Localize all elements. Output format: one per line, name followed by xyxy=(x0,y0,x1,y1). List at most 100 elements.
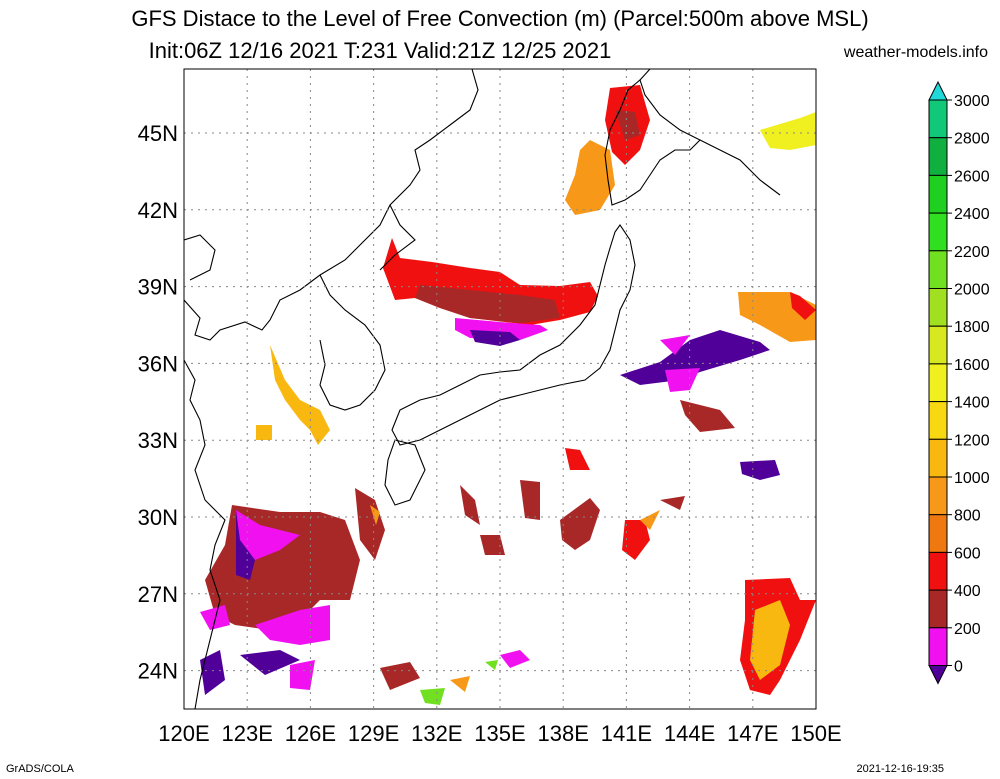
colorbar-label: 400 xyxy=(954,583,981,600)
field-region xyxy=(200,650,225,695)
lon-tick-label: 147E xyxy=(727,721,778,746)
field-region xyxy=(622,520,650,560)
field-region xyxy=(270,345,330,445)
colorbar-label: 1600 xyxy=(954,357,990,374)
colorbar-swatch xyxy=(928,589,948,629)
field-region xyxy=(560,498,600,550)
field-region xyxy=(415,285,560,323)
colorbar-swatch xyxy=(928,212,948,252)
colorbar-label: 1400 xyxy=(954,395,990,412)
coastline xyxy=(379,204,416,271)
field-region xyxy=(480,535,505,555)
field-layer xyxy=(200,85,816,705)
coastline xyxy=(319,274,386,411)
field-region xyxy=(256,425,272,440)
field-region xyxy=(380,662,420,690)
colorbar-swatch xyxy=(928,99,948,139)
colorbar-label: 2400 xyxy=(954,206,990,223)
lon-tick-label: 126E xyxy=(285,721,336,746)
coastline xyxy=(184,359,226,709)
colorbar-swatch xyxy=(928,363,948,403)
colorbar-swatch xyxy=(928,514,948,553)
lon-tick-label: 129E xyxy=(348,721,399,746)
field-region xyxy=(660,335,690,355)
lon-tick-label: 150E xyxy=(790,721,841,746)
lon-labels: 120E 123E 126E 129E 132E 135E 138E 141E 144E 147E… xyxy=(158,721,841,746)
field-region xyxy=(665,368,700,392)
field-region xyxy=(485,660,498,670)
field-region xyxy=(355,488,385,560)
field-region xyxy=(520,480,540,520)
field-region xyxy=(450,676,470,692)
colorbar-label: 0 xyxy=(954,659,963,676)
colorbar-swatch xyxy=(928,401,948,440)
field-region xyxy=(565,448,590,470)
lat-tick-label: 33N xyxy=(138,428,178,453)
graticule xyxy=(184,69,816,709)
lat-tick-label: 36N xyxy=(138,351,178,376)
colorbar-label: 2800 xyxy=(954,131,990,148)
colorbar-label: 1800 xyxy=(954,319,990,336)
colorbar-label: 2200 xyxy=(954,244,990,261)
field-region xyxy=(240,650,300,675)
colorbar-label: 1000 xyxy=(954,470,990,487)
colorbar-swatch xyxy=(928,288,948,327)
chart-title: GFS Distace to the Level of Free Convect… xyxy=(131,6,869,31)
colorbar-label: 3000 xyxy=(954,93,990,110)
lat-tick-label: 39N xyxy=(138,275,178,300)
colorbar-swatch xyxy=(928,250,948,290)
field-region xyxy=(290,660,315,690)
field-region xyxy=(470,330,520,346)
field-region xyxy=(255,605,330,645)
colorbar-label: 200 xyxy=(954,621,981,638)
colorbar-swatch xyxy=(928,174,948,214)
colorbar-swatch xyxy=(928,438,948,478)
lon-tick-label: 132E xyxy=(411,721,462,746)
chart-subtitle: Init:06Z 12/16 2021 T:231 Valid:21Z 12/2… xyxy=(148,38,612,63)
colorbar: 3000280026002400220020001800160014001200… xyxy=(928,80,990,685)
colorbar-swatch xyxy=(928,476,948,516)
colorbar-swatch xyxy=(928,551,948,591)
lat-tick-label: 30N xyxy=(138,505,178,530)
colorbar-arrow-top xyxy=(928,80,948,101)
coastline xyxy=(391,224,636,446)
field-region xyxy=(565,140,615,215)
lon-tick-label: 144E xyxy=(664,721,715,746)
coastline xyxy=(604,79,701,206)
lat-tick-label: 24N xyxy=(138,659,178,684)
site-label: weather-models.info xyxy=(843,44,988,61)
colorbar-swatch xyxy=(928,137,948,176)
colorbar-arrow-bottom xyxy=(928,665,948,685)
field-region xyxy=(680,400,735,432)
field-region xyxy=(790,292,816,320)
field-region xyxy=(620,330,770,385)
field-region xyxy=(200,605,230,630)
colorbar-label: 800 xyxy=(954,508,981,525)
colorbar-swatch xyxy=(928,325,948,365)
field-region xyxy=(460,485,480,525)
field-region xyxy=(750,600,790,680)
field-region xyxy=(420,688,445,705)
field-region xyxy=(370,505,380,525)
field-region xyxy=(500,650,530,668)
colorbar-swatch xyxy=(928,627,948,666)
colorbar-label: 2000 xyxy=(954,282,990,299)
coastline xyxy=(184,69,479,341)
lon-tick-label: 141E xyxy=(601,721,652,746)
coastlines xyxy=(184,69,781,709)
colorbar-label: 2600 xyxy=(954,168,990,185)
lon-tick-label: 138E xyxy=(538,721,589,746)
lon-tick-label: 123E xyxy=(222,721,273,746)
lat-tick-label: 27N xyxy=(138,582,178,607)
map-frame xyxy=(183,68,817,710)
field-region xyxy=(660,496,685,510)
coastline xyxy=(384,439,426,506)
footer-right: 2021-12-16-19:35 xyxy=(856,763,944,775)
lat-tick-label: 45N xyxy=(138,121,178,146)
lat-labels: 45N 42N 39N 36N 33N 30N 27N 24N xyxy=(138,121,178,684)
field-region xyxy=(740,460,780,480)
colorbar-label: 600 xyxy=(954,545,981,562)
colorbar-label: 1200 xyxy=(954,432,990,449)
coastline xyxy=(639,69,781,196)
